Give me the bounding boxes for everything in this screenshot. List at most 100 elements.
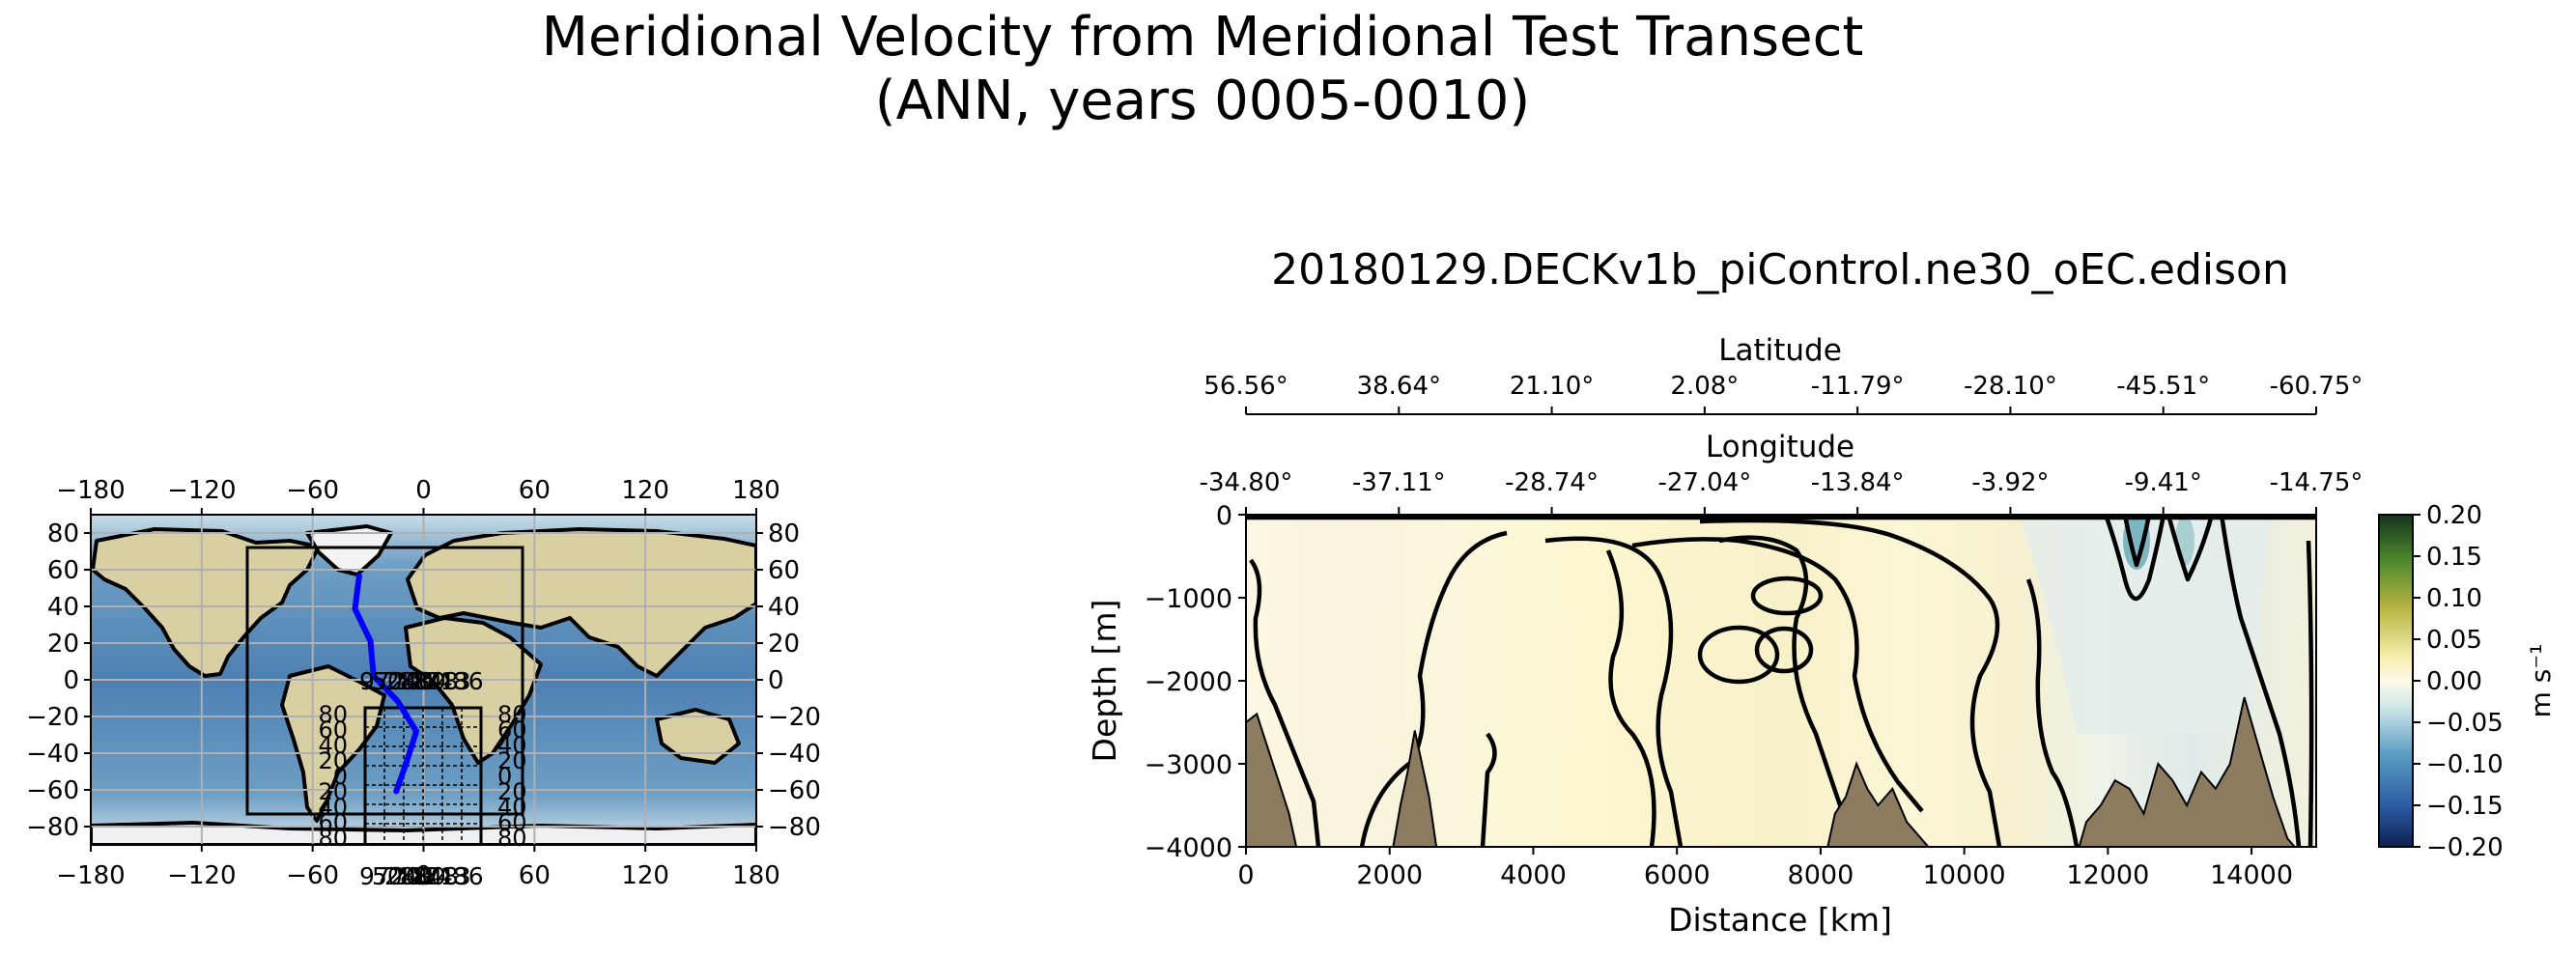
- longitude-tick-label: -27.04°: [1657, 468, 1751, 497]
- overlap-label-top: 9720: [359, 667, 421, 695]
- colorbar-tick-label: 0.10: [2426, 584, 2482, 613]
- longitude-tick-label: -28.74°: [1505, 468, 1599, 497]
- colorbar-tick-label: 0.05: [2426, 626, 2482, 655]
- lon-tick-label-top: 0: [415, 476, 432, 505]
- jet-core-2: [2175, 516, 2194, 566]
- lon-tick-label-top: 180: [732, 476, 780, 505]
- distance-tick-label: 6000: [1644, 860, 1711, 890]
- distance-tick-label: 12000: [2066, 860, 2149, 890]
- longitude-tick-label: -14.75°: [2270, 468, 2364, 497]
- longitude-axis-label: Longitude: [1706, 430, 1854, 464]
- inset-lat-label-left: 0: [333, 763, 348, 790]
- lon-tick-label-bottom: 0: [415, 861, 432, 890]
- inset-lat-label-left: 20: [318, 778, 348, 805]
- inset-lat-label-left: 60: [318, 809, 348, 836]
- overlap-label-bottom: 2880: [384, 862, 446, 890]
- latitude-tick-label: 2.08°: [1670, 372, 1739, 401]
- contour-line: [2122, 515, 2152, 568]
- colorbar: [2378, 514, 2414, 848]
- lat-tick-label-left: −40: [26, 740, 79, 769]
- contour-line: [2166, 515, 2215, 582]
- lon-tick-label-bottom: 180: [732, 861, 780, 890]
- contour-line: [1359, 530, 1508, 847]
- inset-lat-label-right: 80: [497, 825, 527, 852]
- inset-lat-label-left: 20: [318, 747, 348, 774]
- lat-tick-label-right: 40: [768, 593, 800, 622]
- distance-tick-label: 10000: [1923, 860, 2006, 890]
- latitude-tick-label: 38.64°: [1357, 372, 1441, 401]
- latitude-tick-label: 56.56°: [1203, 372, 1288, 401]
- lat-tick-label-left: −60: [26, 776, 79, 805]
- overlap-label-bottom: 5040: [372, 862, 434, 890]
- depth-tick-label: −2000: [1145, 667, 1232, 697]
- overlap-label-bottom: 1486: [422, 862, 484, 890]
- north-america-shape: [91, 527, 321, 678]
- overlap-label-top: 1713: [410, 667, 471, 695]
- overlap-label-top: 1486: [422, 667, 484, 695]
- contour-loop: [1754, 626, 1814, 674]
- colorbar-tick-label: −0.05: [2426, 709, 2504, 738]
- greenland-shape: [305, 524, 393, 576]
- contour-loop: [1750, 576, 1824, 616]
- lon-tick-label-bottom: 120: [621, 861, 669, 890]
- inset-lat-label-left: 40: [318, 732, 348, 759]
- inset-lat-label-left: 80: [318, 701, 348, 728]
- lat-tick-label-right: 0: [768, 666, 784, 695]
- latitude-tick-label: -45.51°: [2116, 372, 2210, 401]
- distance-axis-label: Distance [km]: [1668, 901, 1892, 939]
- lat-tick-label-left: 40: [47, 593, 79, 622]
- lat-tick-label-left: 20: [47, 630, 79, 659]
- distance-tick-label: 0: [1237, 860, 1254, 890]
- inset-lat-label-left: 80: [318, 825, 348, 852]
- transect-line: [352, 573, 419, 795]
- lon-tick-label-bottom: −120: [167, 861, 236, 890]
- inset-gridlines: [365, 708, 481, 845]
- overlap-label-bottom: 9720: [359, 862, 421, 890]
- lat-tick-label-left: −80: [26, 813, 79, 842]
- overlap-label-top: 1848: [397, 667, 459, 695]
- contour-line: [1249, 558, 1321, 847]
- overlap-label-bottom: 1848: [397, 862, 459, 890]
- contour-line: [1631, 537, 1924, 813]
- depth-tick-label: 0: [1216, 501, 1232, 531]
- depth-axis-label: Depth [m]: [1086, 600, 1123, 763]
- overlap-label-top: 2880: [384, 667, 446, 695]
- lat-tick-label-left: 80: [47, 520, 79, 548]
- lat-tick-label-left: −20: [26, 703, 79, 732]
- latitude-tick-label: -28.10°: [1964, 372, 2057, 401]
- contour-line: [1480, 732, 1497, 847]
- colorbar-tick-label: 0.15: [2426, 543, 2482, 572]
- longitude-tick-label: -9.41°: [2125, 468, 2202, 497]
- continents: [91, 524, 756, 845]
- map-ticks: −180 −180 −120 −120 −60 −60 0 0 60 60 120 120 180 180…: [26, 476, 821, 890]
- lat-tick-label-right: 80: [768, 520, 800, 548]
- lon-tick-label-top: 60: [519, 476, 551, 505]
- depth-tick-label: −4000: [1145, 833, 1232, 863]
- lon-tick-label-top: −60: [286, 476, 339, 505]
- lon-tick-label-top: −120: [167, 476, 236, 505]
- lat-tick-label-left: 60: [47, 556, 79, 585]
- contour-line: [2306, 540, 2314, 847]
- lon-tick-label-top: −180: [56, 476, 125, 505]
- distance-ticks: 0 2000 4000 6000 8000 10000 12000 14000: [1237, 847, 2293, 890]
- colorbar-tick-label: −0.10: [2426, 750, 2504, 779]
- longitude-tick-label: -3.92°: [1971, 468, 2049, 497]
- contour-line: [2025, 578, 2080, 847]
- contour-line: [1544, 536, 1684, 847]
- inset-lat-label-left: 60: [318, 716, 348, 744]
- eurasia-shape: [406, 527, 756, 678]
- latitude-tick-label: -11.79°: [1811, 372, 1905, 401]
- distance-tick-label: 8000: [1788, 860, 1854, 890]
- colorbar-label: m s⁻¹: [2525, 644, 2557, 718]
- overlapping-inset-labels: 9720972050405040288028801848184817131713…: [318, 667, 526, 890]
- inset-lat-label-right: 20: [497, 747, 527, 774]
- bathymetry: [1246, 696, 2316, 847]
- contour-loop: [1697, 625, 1780, 685]
- distance-tick-label: 4000: [1500, 860, 1567, 890]
- inset-lat-label-right: 60: [497, 716, 527, 744]
- longitude-tick-label: -34.80°: [1200, 468, 1293, 497]
- lat-tick-label-right: −80: [768, 813, 821, 842]
- colorbar-tick-label: 0.00: [2426, 667, 2482, 696]
- lat-tick-label-right: 20: [768, 630, 800, 659]
